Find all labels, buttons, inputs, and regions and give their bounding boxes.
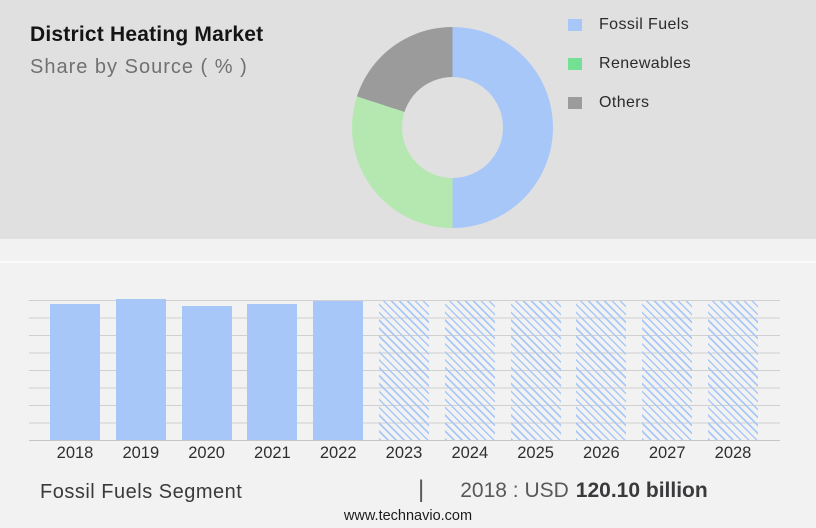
page-subtitle: Share by Source ( % ): [30, 56, 248, 78]
legend-swatch-icon: [568, 19, 582, 31]
x-axis-label-2028: 2028: [714, 444, 752, 462]
x-axis-label-2025: 2025: [517, 444, 554, 462]
annotation-value: 120.10 billion: [575, 479, 708, 502]
x-axis-label-2023: 2023: [385, 444, 423, 462]
bar-chart-plot-area: [29, 299, 780, 441]
bar-2026-forecast: [576, 301, 627, 440]
bar-2027-forecast: [642, 301, 693, 440]
legend-label: Renewables: [599, 55, 692, 72]
x-axis-label-2019: 2019: [122, 444, 160, 462]
bar-2024-forecast: [444, 301, 495, 440]
bar-2022: [313, 301, 364, 440]
legend-swatch-icon: [568, 97, 582, 109]
x-axis-label-2018: 2018: [56, 444, 94, 462]
legend-swatch-icon: [568, 58, 582, 70]
separator-bar: |: [418, 476, 425, 503]
x-axis-label-2026: 2026: [583, 444, 620, 462]
legend-item: Fossil Fuels: [568, 16, 691, 34]
legend: Fossil Fuels Renewables Others: [568, 16, 691, 112]
legend-item: Renewables: [568, 55, 691, 73]
legend-item: Others: [568, 94, 691, 112]
x-axis-label-2024: 2024: [451, 444, 489, 462]
x-axis-label-2022: 2022: [319, 444, 357, 462]
website-link[interactable]: www.technavio.com: [343, 508, 473, 524]
legend-label: Others: [599, 94, 650, 111]
page-title: District Heating Market: [30, 23, 264, 46]
bar-2018: [50, 304, 100, 440]
x-axis-labels: 2018 2019 2020 2021 2022 2023 2024 2025 2026 2027…: [0, 444, 816, 464]
donut-panel: District Heating Market Share by Source …: [0, 0, 816, 239]
bar-2025-forecast: [510, 301, 561, 440]
donut-chart: [352, 27, 553, 228]
bar-2023-forecast: [379, 301, 429, 440]
bar-2021: [247, 304, 298, 440]
legend-label: Fossil Fuels: [599, 16, 690, 33]
donut-hole: [402, 77, 503, 178]
x-axis-label-2020: 2020: [188, 444, 225, 462]
value-annotation: | 2018 : USD 120.10 billion: [418, 476, 708, 504]
x-axis-label-2021: 2021: [254, 444, 291, 462]
bar-2020: [181, 306, 232, 440]
x-axis-label-2027: 2027: [648, 444, 686, 462]
section-divider: [0, 261, 816, 263]
segment-caption: Fossil Fuels Segment: [40, 481, 243, 503]
bar-2028-forecast: [708, 301, 758, 440]
bar-2019: [115, 299, 166, 440]
annotation-prefix: 2018 : USD: [460, 479, 569, 502]
